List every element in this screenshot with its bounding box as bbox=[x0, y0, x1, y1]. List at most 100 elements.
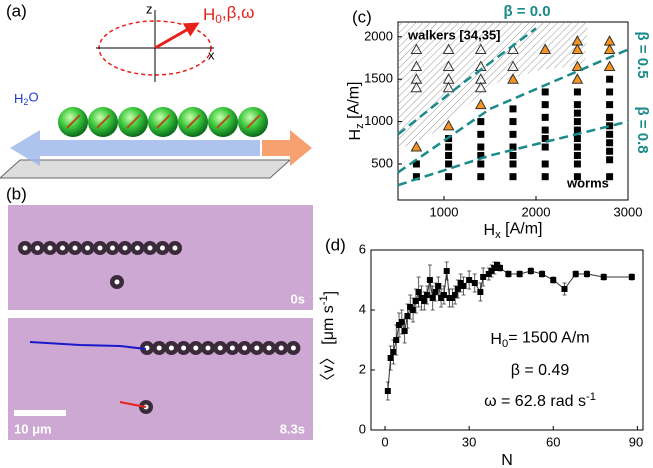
point bbox=[509, 118, 517, 126]
point bbox=[387, 355, 394, 361]
point bbox=[606, 156, 614, 164]
point bbox=[496, 265, 503, 271]
point bbox=[573, 173, 581, 181]
point bbox=[573, 101, 581, 109]
x-tick-label: 3000 bbox=[614, 204, 643, 219]
point bbox=[541, 160, 549, 168]
field-label-part: 0 bbox=[215, 12, 222, 26]
colloid-chain bbox=[58, 107, 268, 137]
bead-core bbox=[242, 345, 248, 351]
point bbox=[477, 289, 484, 295]
point bbox=[460, 283, 467, 289]
point bbox=[429, 295, 436, 301]
point bbox=[443, 268, 450, 274]
boundary-line bbox=[397, 27, 537, 136]
bead-core bbox=[122, 245, 128, 251]
annotation-part: β = 0.49 bbox=[511, 362, 570, 379]
point bbox=[471, 280, 478, 286]
point bbox=[445, 160, 453, 168]
boundary-line bbox=[397, 48, 629, 174]
point bbox=[509, 160, 517, 168]
bead-core bbox=[97, 245, 103, 251]
point bbox=[573, 126, 581, 134]
panel-label: (a) bbox=[6, 1, 27, 20]
micrograph bbox=[8, 205, 313, 310]
moment bbox=[96, 114, 111, 129]
point bbox=[466, 277, 473, 283]
point bbox=[541, 143, 549, 151]
bead-core bbox=[254, 345, 260, 351]
point bbox=[571, 73, 584, 84]
point bbox=[509, 143, 517, 151]
point bbox=[541, 126, 549, 134]
point bbox=[541, 88, 549, 96]
point bbox=[509, 130, 517, 138]
point bbox=[541, 113, 549, 121]
point bbox=[571, 43, 584, 55]
point bbox=[398, 319, 405, 325]
moment bbox=[156, 114, 171, 129]
point bbox=[606, 88, 614, 96]
y-tick-label: 1000 bbox=[364, 113, 393, 128]
point bbox=[507, 73, 519, 84]
point bbox=[410, 60, 423, 71]
trajectory bbox=[119, 401, 147, 408]
point bbox=[539, 271, 546, 277]
bead-core bbox=[35, 245, 40, 251]
point bbox=[477, 173, 485, 181]
point bbox=[384, 388, 391, 394]
point bbox=[412, 160, 420, 168]
annotation: H0= 1500 A/m bbox=[490, 330, 589, 350]
point bbox=[573, 109, 581, 117]
panel-b: (b) 0s 8.3s 10 μm bbox=[6, 184, 313, 440]
point bbox=[477, 160, 485, 168]
point bbox=[583, 271, 590, 277]
boundary-line bbox=[397, 120, 629, 187]
bead-core bbox=[72, 245, 78, 251]
bead-core bbox=[85, 245, 90, 251]
point bbox=[445, 173, 453, 181]
panel-label: (d) bbox=[325, 235, 346, 254]
micrograph bbox=[8, 318, 313, 440]
point bbox=[507, 43, 519, 55]
point bbox=[606, 122, 614, 130]
bead-core bbox=[114, 279, 120, 285]
point bbox=[424, 292, 431, 298]
y-axis-label-part: 〈v〉 [μm s bbox=[320, 305, 337, 389]
point bbox=[573, 152, 581, 159]
y-tick-label: 2 bbox=[359, 361, 366, 376]
bead-core bbox=[290, 345, 296, 351]
point bbox=[442, 43, 455, 55]
bead-core bbox=[22, 245, 28, 251]
x-tick-label: 0 bbox=[381, 434, 388, 449]
motion-arrow bbox=[262, 130, 312, 166]
point bbox=[474, 98, 487, 110]
y-axis-label-part: -1 bbox=[318, 295, 330, 305]
panel-label: (b) bbox=[6, 184, 27, 203]
y-axis-label-part: [A/m] bbox=[346, 82, 363, 124]
point bbox=[393, 337, 400, 343]
point bbox=[606, 147, 614, 155]
bead-core bbox=[172, 245, 178, 251]
point bbox=[445, 152, 453, 159]
point bbox=[603, 43, 616, 55]
annotation-part: = 1500 A/m bbox=[508, 330, 589, 347]
x-axis-label-part: N bbox=[501, 452, 513, 468]
point bbox=[401, 328, 408, 334]
point bbox=[445, 143, 453, 151]
point bbox=[573, 88, 581, 96]
field-label-part: ,β,ω bbox=[222, 4, 255, 23]
point bbox=[606, 75, 614, 83]
scale-label: 10 μm bbox=[14, 421, 52, 436]
bead-core bbox=[205, 345, 211, 351]
water-label-part: 2 bbox=[23, 98, 28, 108]
point bbox=[477, 130, 485, 138]
x-axis-label-part: [A/m] bbox=[501, 221, 543, 238]
point bbox=[572, 271, 579, 277]
point bbox=[550, 277, 557, 283]
water-label: H2O bbox=[14, 90, 39, 108]
x-axis-label-part: x bbox=[495, 229, 501, 241]
point bbox=[410, 81, 423, 93]
annotation: ω = 62.8 rad s-1 bbox=[484, 391, 596, 410]
